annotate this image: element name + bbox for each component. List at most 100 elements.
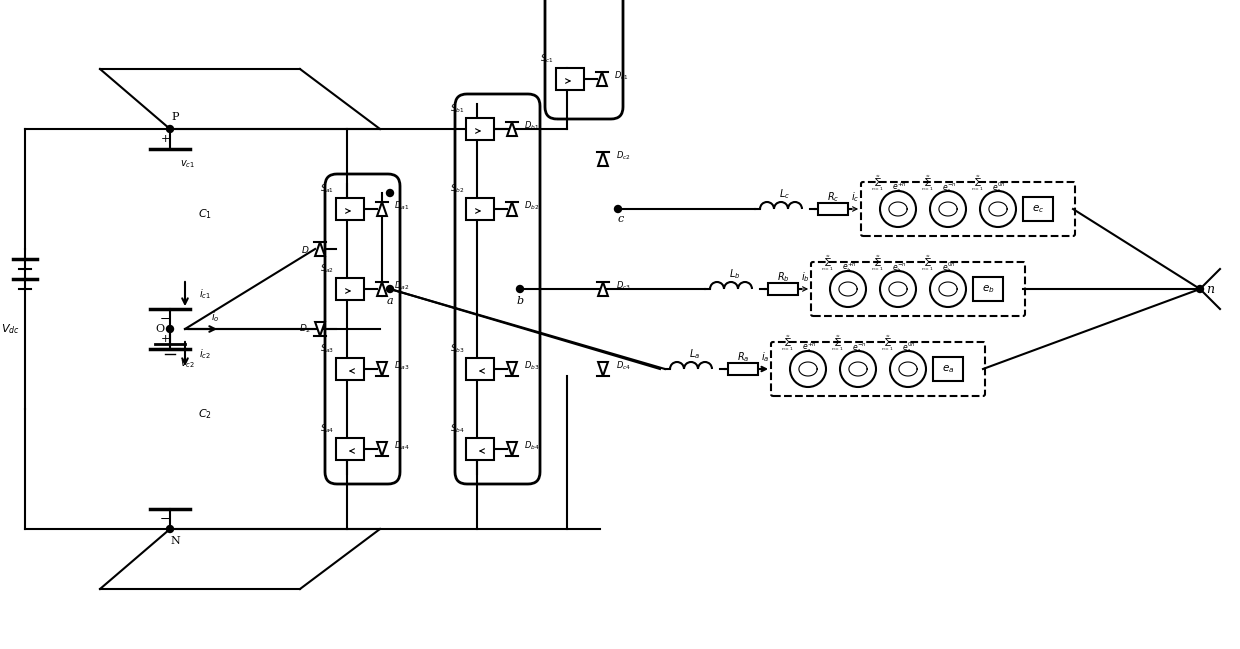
- Text: $D_{b3}$: $D_{b3}$: [525, 360, 539, 373]
- Text: $L_{b}$: $L_{b}$: [729, 267, 740, 281]
- Text: $\sum_{n=1}^{\infty}$: $\sum_{n=1}^{\infty}$: [870, 253, 883, 273]
- Polygon shape: [377, 442, 387, 456]
- Text: $R_{b}$: $R_{b}$: [776, 270, 790, 284]
- Bar: [336, 198, 365, 220]
- Text: n: n: [1207, 282, 1214, 295]
- Bar: [336, 358, 365, 380]
- Bar: [466, 118, 494, 140]
- Text: $D_{c1}$: $D_{c1}$: [614, 69, 629, 82]
- Polygon shape: [598, 362, 608, 376]
- FancyBboxPatch shape: [811, 262, 1025, 316]
- Bar: [768, 283, 799, 295]
- Circle shape: [839, 351, 875, 387]
- Text: $\sum_{n=1}^{\infty}$: $\sum_{n=1}^{\infty}$: [971, 173, 983, 193]
- Text: $S_{b1}$: $S_{b1}$: [450, 103, 464, 115]
- Text: $\sum_{n=1}^{\infty}$: $\sum_{n=1}^{\infty}$: [781, 334, 794, 352]
- Text: $D_2$: $D_2$: [299, 323, 311, 336]
- Polygon shape: [507, 362, 517, 376]
- Text: $\sum_{n=1}^{\infty}$: $\sum_{n=1}^{\infty}$: [821, 253, 833, 273]
- Circle shape: [930, 271, 966, 307]
- Bar: [466, 358, 494, 380]
- Text: $D_{b1}$: $D_{b1}$: [525, 120, 539, 132]
- Text: $v_{c2}$: $v_{c2}$: [180, 358, 195, 370]
- Text: $e_{a}^{-n}$: $e_{a}^{-n}$: [852, 341, 867, 355]
- Polygon shape: [507, 202, 517, 216]
- Circle shape: [930, 191, 966, 227]
- Text: $v_{c1}$: $v_{c1}$: [180, 158, 195, 170]
- Text: $e_{c}^{+n}$: $e_{c}^{+n}$: [892, 181, 906, 195]
- Text: $S_{b4}$: $S_{b4}$: [450, 422, 464, 435]
- Text: $S_{a1}$: $S_{a1}$: [320, 182, 334, 195]
- Bar: [973, 277, 1003, 301]
- Circle shape: [387, 190, 393, 197]
- Text: $e_{c}$: $e_{c}$: [1032, 203, 1044, 215]
- Text: $i_{c2}$: $i_{c2}$: [198, 347, 211, 361]
- Polygon shape: [315, 242, 325, 256]
- Text: $i_c$: $i_c$: [851, 190, 859, 204]
- Circle shape: [980, 191, 1016, 227]
- Polygon shape: [598, 282, 608, 296]
- Circle shape: [1197, 286, 1204, 293]
- Text: $i_o$: $i_o$: [211, 310, 219, 324]
- Text: +: +: [160, 134, 170, 144]
- Circle shape: [880, 191, 916, 227]
- Text: $i_a$: $i_a$: [761, 350, 769, 364]
- Bar: [556, 68, 584, 90]
- Text: $e_{a}$: $e_{a}$: [942, 363, 954, 375]
- Circle shape: [890, 351, 926, 387]
- Text: $e_{b}$: $e_{b}$: [982, 283, 994, 295]
- Text: $V_{dc}$: $V_{dc}$: [1, 322, 20, 336]
- Circle shape: [615, 206, 621, 212]
- Bar: [466, 198, 494, 220]
- Text: a: a: [387, 296, 393, 306]
- Text: $e_{c}^{0n}$: $e_{c}^{0n}$: [992, 180, 1006, 195]
- Polygon shape: [315, 322, 325, 336]
- Text: $i_{c1}$: $i_{c1}$: [198, 287, 211, 301]
- Text: $D_{b4}$: $D_{b4}$: [525, 440, 539, 452]
- Circle shape: [880, 271, 916, 307]
- Text: c: c: [618, 214, 624, 224]
- Text: $\sum_{n=1}^{\infty}$: $\sum_{n=1}^{\infty}$: [870, 173, 883, 193]
- Text: $D$: $D$: [301, 243, 309, 254]
- Circle shape: [166, 326, 174, 332]
- Text: $D_{a4}$: $D_{a4}$: [394, 440, 409, 452]
- Text: $L_{a}$: $L_{a}$: [689, 347, 701, 361]
- Text: −: −: [160, 313, 170, 326]
- Polygon shape: [598, 152, 608, 166]
- Bar: [336, 278, 365, 300]
- Circle shape: [387, 286, 393, 293]
- Text: $e_{a}^{0n}$: $e_{a}^{0n}$: [903, 341, 916, 356]
- Text: −: −: [160, 513, 170, 526]
- Text: $D_{b2}$: $D_{b2}$: [525, 200, 539, 212]
- Text: $\sum_{n=1}^{\infty}$: $\sum_{n=1}^{\infty}$: [921, 173, 934, 193]
- Text: $S_{a4}$: $S_{a4}$: [320, 422, 334, 435]
- Text: $R_{c}$: $R_{c}$: [827, 190, 839, 204]
- Text: $e_{b}^{+n}$: $e_{b}^{+n}$: [842, 261, 857, 275]
- Text: $S_{a3}$: $S_{a3}$: [320, 343, 334, 355]
- Text: N: N: [170, 536, 180, 546]
- Bar: [1023, 197, 1053, 221]
- Text: $R_{a}$: $R_{a}$: [737, 350, 749, 364]
- Text: $C_1$: $C_1$: [198, 207, 212, 221]
- Text: $\sum_{n=1}^{\infty}$: $\sum_{n=1}^{\infty}$: [831, 334, 843, 352]
- Text: $S_{c1}$: $S_{c1}$: [541, 53, 554, 65]
- Text: $e_{a}^{+n}$: $e_{a}^{+n}$: [802, 341, 816, 355]
- Bar: [818, 203, 848, 215]
- Text: $L_{c}$: $L_{c}$: [780, 187, 791, 201]
- FancyBboxPatch shape: [861, 182, 1075, 236]
- Polygon shape: [507, 122, 517, 136]
- Bar: [466, 438, 494, 460]
- Polygon shape: [507, 442, 517, 456]
- Text: $\sum_{n=1}^{\infty}$: $\sum_{n=1}^{\infty}$: [921, 253, 934, 273]
- Polygon shape: [377, 282, 387, 296]
- Text: +: +: [160, 334, 170, 344]
- Circle shape: [166, 125, 174, 132]
- Text: $i_b$: $i_b$: [801, 270, 810, 284]
- Text: $D_{c3}$: $D_{c3}$: [616, 280, 631, 292]
- Circle shape: [517, 286, 523, 293]
- Bar: [336, 438, 365, 460]
- Text: $S_{b3}$: $S_{b3}$: [450, 343, 464, 355]
- Text: $e_{b}^{-n}$: $e_{b}^{-n}$: [892, 262, 906, 275]
- Text: $C_2$: $C_2$: [198, 407, 212, 421]
- Text: $D_{a1}$: $D_{a1}$: [394, 200, 409, 212]
